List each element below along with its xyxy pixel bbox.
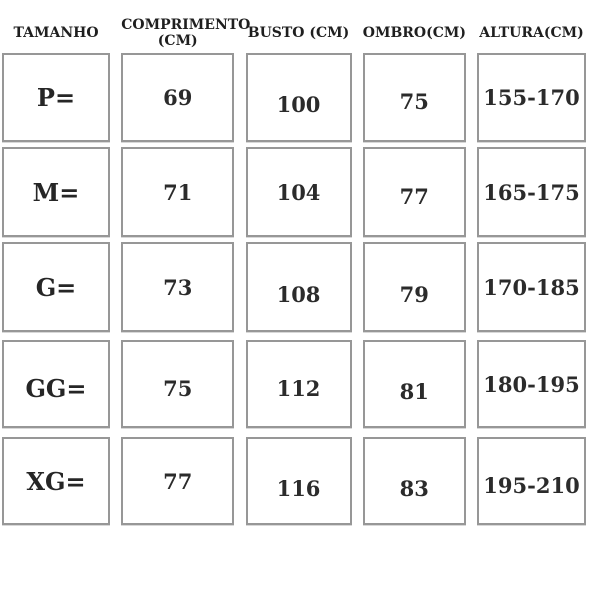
column-header-busto: BUSTO (CM) — [247, 24, 350, 41]
table-row-p: P= 69 100 75 155-170 — [2, 53, 586, 142]
cell-text: 75 — [399, 89, 429, 114]
cell-text: 81 — [399, 378, 429, 404]
table-row-m: M= 71 104 77 165-175 — [2, 147, 586, 237]
table-cell: 155-170 — [477, 53, 586, 142]
column-header-altura: ALTURA(CM) — [479, 24, 584, 41]
table-cell: 77 — [121, 437, 235, 525]
table-cell: 180-195 — [477, 340, 586, 428]
cell-text: 77 — [399, 183, 429, 209]
cell-text: 195-210 — [483, 472, 580, 498]
table-cell: 170-185 — [477, 242, 586, 332]
table-cell: 79 — [362, 242, 466, 332]
size-label-cell: GG= — [2, 340, 110, 428]
cell-text: 77 — [163, 468, 193, 494]
table-cell: 77 — [362, 147, 466, 237]
table-cell: 81 — [362, 340, 466, 428]
table-row-g: G= 73 108 79 170-185 — [2, 242, 586, 332]
size-label-cell: P= — [2, 53, 110, 142]
table-cell: 100 — [245, 53, 352, 142]
table-cell: 195-210 — [477, 437, 586, 525]
cell-text: 69 — [163, 85, 193, 110]
cell-text: 83 — [399, 475, 429, 501]
cell-text: 104 — [276, 179, 321, 205]
size-chart-table: TAMANHO COMPRIMENTO (CM) BUSTO (CM) OMBR… — [2, 15, 586, 525]
cell-text: 73 — [163, 274, 193, 300]
header-row: TAMANHO COMPRIMENTO (CM) BUSTO (CM) OMBR… — [2, 15, 586, 50]
cell-text: 112 — [276, 375, 321, 401]
table-cell: 112 — [245, 340, 352, 428]
cell-text: 155-170 — [483, 85, 580, 110]
size-label-cell: M= — [2, 147, 110, 237]
cell-text: 180-195 — [483, 371, 580, 397]
cell-text: 116 — [276, 475, 321, 501]
table-cell: 75 — [362, 53, 466, 142]
cell-text: 108 — [276, 281, 321, 307]
table-cell: 71 — [121, 147, 235, 237]
cell-text: 100 — [276, 92, 321, 117]
cell-text: P= — [36, 83, 76, 112]
cell-text: M= — [32, 177, 80, 207]
table-cell: 116 — [245, 437, 352, 525]
size-label-cell: G= — [2, 242, 110, 332]
column-header-tamanho: TAMANHO — [13, 24, 99, 41]
table-cell: 165-175 — [477, 147, 586, 237]
table-cell: 104 — [245, 147, 352, 237]
table-row-xg: XG= 77 116 83 195-210 — [2, 437, 586, 525]
table-cell: 83 — [362, 437, 466, 525]
size-label-cell: XG= — [2, 437, 110, 525]
cell-text: 165-175 — [483, 179, 580, 205]
table-row-gg: GG= 75 112 81 180-195 — [2, 340, 586, 428]
table-cell: 108 — [245, 242, 352, 332]
cell-text: 75 — [163, 375, 193, 401]
cell-text: GG= — [25, 373, 87, 403]
column-header-ombro: OMBRO(CM) — [362, 24, 466, 41]
cell-text: 170-185 — [483, 274, 580, 300]
table-cell: 75 — [121, 340, 235, 428]
cell-text: G= — [35, 272, 77, 302]
column-header-comprimento: COMPRIMENTO (CM) — [121, 16, 251, 49]
table-cell: 73 — [121, 242, 235, 332]
cell-text: 79 — [399, 281, 429, 307]
cell-text: 71 — [163, 179, 193, 205]
cell-text: XG= — [26, 466, 86, 496]
table-cell: 69 — [121, 53, 235, 142]
